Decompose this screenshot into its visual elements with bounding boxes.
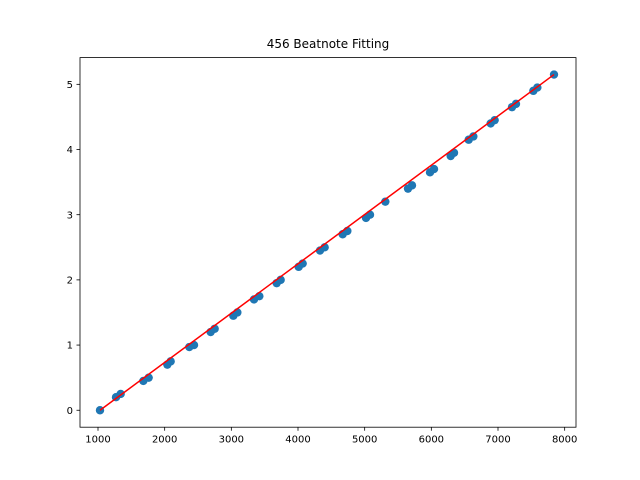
data-point bbox=[365, 210, 375, 219]
y-axis: 0 1 2 3 4 5 bbox=[67, 80, 80, 417]
x-tick-label: 4000 bbox=[285, 435, 310, 446]
x-tick-label: 7000 bbox=[485, 435, 510, 446]
x-tick-label: 3000 bbox=[219, 435, 244, 446]
data-point bbox=[429, 164, 439, 174]
chart-title: 456 Beatnote Fitting bbox=[267, 37, 390, 51]
fit-line bbox=[99, 73, 555, 411]
y-tick-label: 2 bbox=[67, 275, 73, 286]
x-tick-label: 5000 bbox=[352, 435, 377, 446]
y-tick-label: 1 bbox=[67, 341, 73, 352]
x-tick-label: 8000 bbox=[552, 435, 577, 446]
x-tick-label: 1000 bbox=[85, 435, 110, 446]
data-point bbox=[469, 132, 478, 141]
y-tick-label: 5 bbox=[67, 80, 73, 91]
data-point bbox=[490, 115, 499, 125]
data-point bbox=[407, 181, 417, 190]
y-tick-label: 4 bbox=[67, 145, 73, 156]
y-tick-label: 3 bbox=[67, 210, 73, 221]
x-tick-label: 6000 bbox=[419, 435, 444, 446]
y-tick-label: 0 bbox=[67, 406, 73, 417]
x-axis: 1000 2000 3000 4000 5000 6000 7000 8000 bbox=[85, 427, 577, 446]
plot-area bbox=[95, 70, 559, 415]
data-point bbox=[381, 197, 390, 206]
x-tick-label: 2000 bbox=[152, 435, 177, 446]
axes-frame bbox=[79, 57, 577, 428]
